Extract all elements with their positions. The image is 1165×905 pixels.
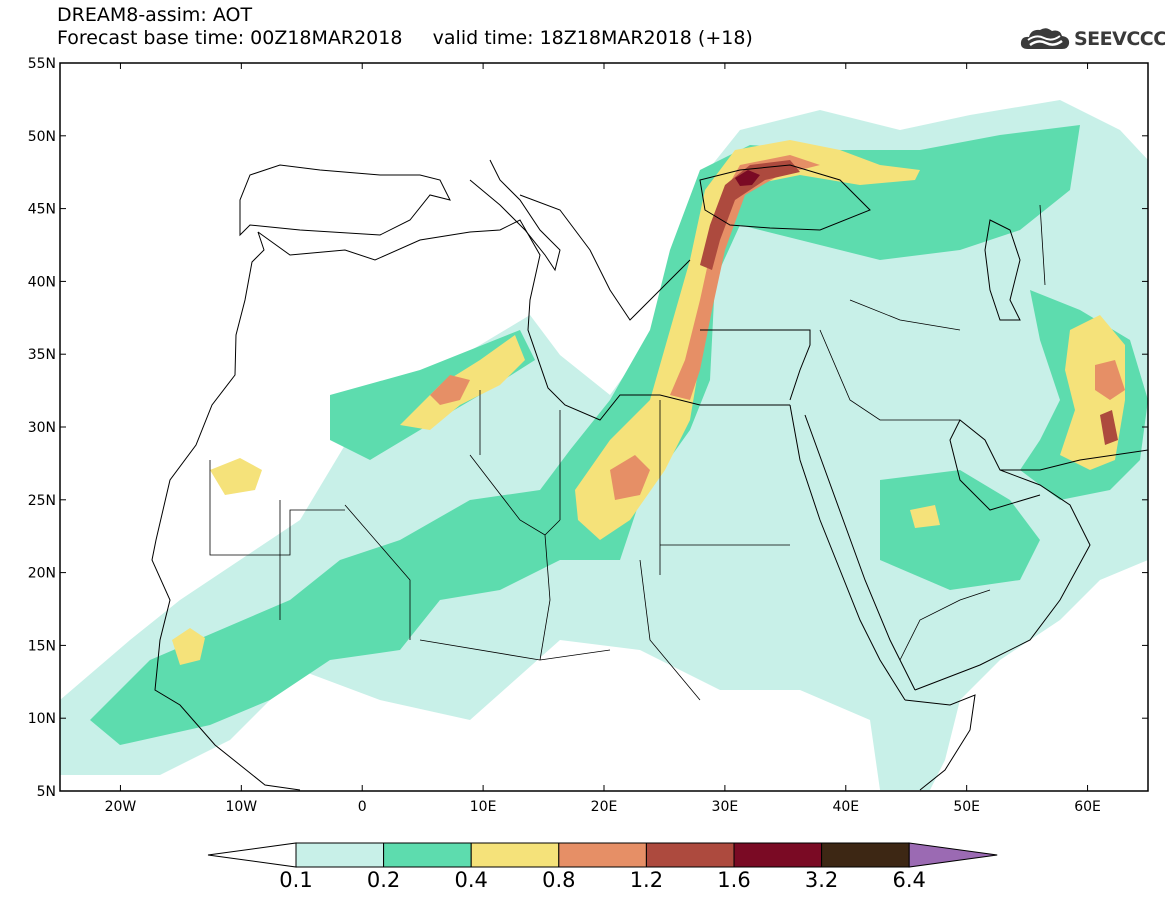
arabia-coastline xyxy=(914,419,1091,691)
colorbar-segment xyxy=(733,842,823,868)
dust-contour-c2 xyxy=(880,470,1040,590)
dust-contour-c2 xyxy=(90,125,1080,745)
dust-aot-field xyxy=(60,100,1148,790)
dust-contour-c3 xyxy=(210,458,262,495)
seevccc-logo: SEEVCCC xyxy=(1018,22,1165,56)
lon-tick-label: 60E xyxy=(1074,799,1101,815)
caspian-coastline xyxy=(984,219,1021,321)
iberia-coastline xyxy=(239,164,451,237)
colorbar-level-label: 0.1 xyxy=(279,868,313,892)
lon-tick-label: 10W xyxy=(225,799,257,815)
colorbar xyxy=(207,842,998,868)
black-sea-coastline xyxy=(699,164,871,231)
lat-tick-label: 50N xyxy=(28,129,56,145)
base-time-label: Forecast base time: 00Z18MAR2018 xyxy=(57,27,403,49)
horn-africa-coastline xyxy=(904,694,976,791)
lon-tick-label: 20W xyxy=(105,799,137,815)
lat-tick-label: 40N xyxy=(28,274,56,290)
colorbar-level-label: 1.6 xyxy=(717,868,751,892)
lon-tick-label: 20E xyxy=(591,799,618,815)
dust-contour-c3 xyxy=(910,505,940,528)
border-lines xyxy=(209,204,1046,701)
lat-tick-label: 55N xyxy=(28,56,56,72)
dust-contour-c3 xyxy=(172,628,205,665)
cloud-icon xyxy=(1020,28,1070,49)
north-africa-coastline xyxy=(257,219,790,421)
dust-contour-c4 xyxy=(430,375,470,405)
lon-tick-label: 40E xyxy=(832,799,859,815)
red-sea-coastline xyxy=(789,404,916,701)
africa-west-coastline xyxy=(151,231,301,791)
colorbar-level-label: 3.2 xyxy=(804,868,839,892)
lon-tick-label: 30E xyxy=(712,799,739,815)
lat-tick-label: 15N xyxy=(28,638,56,654)
lon-tick-label: 10E xyxy=(470,799,497,815)
dust-contour-c4 xyxy=(1095,360,1125,400)
lon-tick-label: 0 xyxy=(358,799,367,815)
italy-coastline xyxy=(469,159,561,272)
iran-coastline xyxy=(1000,449,1148,471)
colorbar-high-arrow xyxy=(908,842,998,868)
lat-tick-label: 30N xyxy=(28,420,56,436)
colorbar-level-label: 0.2 xyxy=(366,868,401,892)
colorbar-segment xyxy=(821,842,910,868)
logo-text: SEEVCCC xyxy=(1074,28,1165,50)
colorbar-segment xyxy=(645,842,735,868)
colorbar-segment xyxy=(558,842,647,868)
lat-tick-label: 45N xyxy=(28,202,56,218)
lat-tick-label: 35N xyxy=(28,347,56,363)
lat-tick-label: 5N xyxy=(37,784,56,800)
dust-contour-c3 xyxy=(575,140,920,540)
colorbar-level-label: 0.8 xyxy=(542,868,576,892)
colorbar-low-arrow xyxy=(207,842,297,868)
lat-tick-label: 20N xyxy=(28,566,56,582)
lon-tick-label: 50E xyxy=(953,799,980,815)
dust-contour-c5 xyxy=(700,160,800,270)
valid-time-label: valid time: 18Z18MAR2018 (+18) xyxy=(432,27,753,49)
lat-tick-label: 25N xyxy=(28,493,56,509)
coastlines-and-borders xyxy=(151,159,1148,791)
colorbar-level-label: 0.4 xyxy=(454,868,488,892)
dust-contour-c6 xyxy=(735,170,760,186)
colorbar-level-label: 6.4 xyxy=(892,868,926,892)
colorbar-segment xyxy=(470,842,560,868)
chart-title: DREAM8-assim: AOT xyxy=(57,4,253,26)
lat-tick-label: 10N xyxy=(28,711,56,727)
balkans-coastline xyxy=(519,194,691,321)
dust-contour-c5 xyxy=(1100,410,1118,445)
time-info: Forecast base time: 00Z18MAR2018 valid t… xyxy=(57,27,753,49)
axis-ticks: 20W 10W 0 10E 20E 30E 40E 50E 60E 5N 10N 15N 20N 25N 3… xyxy=(28,56,1148,815)
colorbar-segment xyxy=(383,842,472,868)
colorbar-segment xyxy=(295,842,385,868)
levant-coastline xyxy=(700,329,811,401)
dust-contour-c4 xyxy=(610,455,650,500)
colorbar-level-label: 1.2 xyxy=(629,868,664,892)
dust-contour-c4 xyxy=(670,155,820,400)
